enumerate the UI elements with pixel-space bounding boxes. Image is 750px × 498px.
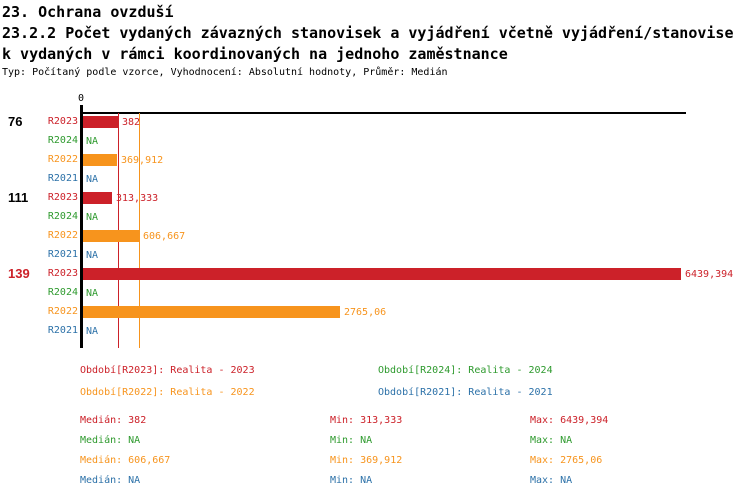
series-label-r2021: R2021 <box>47 325 78 336</box>
axis-zero-tick-label: 0 <box>77 93 85 104</box>
stat-max-r2022: Max: 2765,06 <box>530 455 603 466</box>
value-label-r2022: 2765,06 <box>344 307 387 318</box>
stat-min-r2024: Min: NA <box>330 435 373 446</box>
value-bar-r2022 <box>83 154 117 166</box>
na-label-r2024: NA <box>86 288 99 299</box>
stat-median-r2022: Medián: 606,667 <box>80 455 171 466</box>
series-label-r2021: R2021 <box>47 249 78 260</box>
value-label-r2023: 6439,394 <box>685 269 734 280</box>
value-label-r2023: 382 <box>122 117 141 128</box>
series-label-r2021: R2021 <box>47 173 78 184</box>
value-bar-r2023 <box>83 192 112 204</box>
x-axis-line <box>81 112 686 114</box>
series-label-r2024: R2024 <box>47 287 78 298</box>
group-label-139: 139 <box>8 266 30 281</box>
stat-min-r2023: Min: 313,333 <box>330 415 403 426</box>
legend-item-r2022: Období[R2022]: Realita - 2022 <box>80 387 255 398</box>
value-bar-r2023 <box>83 116 118 128</box>
series-label-r2023: R2023 <box>47 192 78 203</box>
series-label-r2023: R2023 <box>47 268 78 279</box>
stat-max-r2021: Max: NA <box>530 475 573 486</box>
series-label-r2022: R2022 <box>47 154 78 165</box>
value-label-r2022: 369,912 <box>121 155 164 166</box>
value-bar-r2022 <box>83 230 139 242</box>
stat-min-r2021: Min: NA <box>330 475 373 486</box>
stat-median-r2023: Medián: 382 <box>80 415 147 426</box>
value-bar-r2023 <box>83 268 681 280</box>
stat-median-r2024: Medián: NA <box>80 435 141 446</box>
na-label-r2024: NA <box>86 136 99 147</box>
group-label-76: 76 <box>8 114 23 129</box>
series-label-r2023: R2023 <box>47 116 78 127</box>
value-label-r2023: 313,333 <box>116 193 159 204</box>
na-label-r2021: NA <box>86 326 99 337</box>
stat-max-r2023: Max: 6439,394 <box>530 415 609 426</box>
stat-max-r2024: Max: NA <box>530 435 573 446</box>
report-meta-line: Typ: Počítaný podle vzorce, Vyhodnocení:… <box>2 67 448 78</box>
series-label-r2022: R2022 <box>47 306 78 317</box>
na-label-r2024: NA <box>86 212 99 223</box>
legend-item-r2024: Období[R2024]: Realita - 2024 <box>378 365 553 376</box>
report-title-line2: 23.2.2 Počet vydaných závazných stanovis… <box>2 24 734 42</box>
value-bar-r2022 <box>83 306 340 318</box>
group-label-111: 111 <box>8 190 29 205</box>
report-title-line1: 23. Ochrana ovzduší <box>2 3 174 21</box>
value-label-r2022: 606,667 <box>143 231 186 242</box>
median-line-r2022 <box>139 113 140 348</box>
na-label-r2021: NA <box>86 250 99 261</box>
series-label-r2024: R2024 <box>47 211 78 222</box>
na-label-r2021: NA <box>86 174 99 185</box>
series-label-r2024: R2024 <box>47 135 78 146</box>
stat-median-r2021: Medián: NA <box>80 475 141 486</box>
legend-item-r2023: Období[R2023]: Realita - 2023 <box>80 365 255 376</box>
legend-item-r2021: Období[R2021]: Realita - 2021 <box>378 387 553 398</box>
report-title-line3: k vydaných v rámci koordinovaných na jed… <box>2 45 508 63</box>
y-axis-line <box>80 105 83 348</box>
series-label-r2022: R2022 <box>47 230 78 241</box>
stat-min-r2022: Min: 369,912 <box>330 455 403 466</box>
